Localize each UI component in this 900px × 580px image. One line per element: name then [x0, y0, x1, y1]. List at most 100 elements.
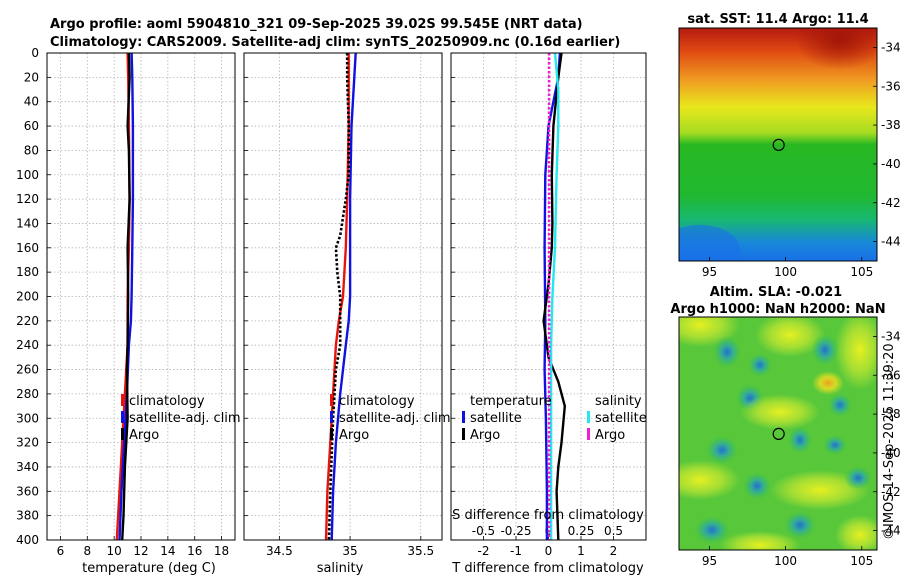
legend-temperature-title: temperature: [470, 394, 552, 409]
header-line-2: Climatology: CARS2009. Satellite-adj cli…: [50, 35, 620, 50]
legend-satellite: satellite-adj. clim: [129, 411, 241, 426]
legend-salinity-title: salinity: [595, 394, 642, 409]
legend-argo-swatch: [121, 428, 124, 440]
legend-s-satellite-swatch: [587, 411, 590, 423]
legend-t-satellite-swatch: [462, 411, 465, 423]
legend-argo-swatch: [330, 428, 333, 440]
salinity-profile-panel: 34.5 35 35.5: [243, 52, 443, 558]
sla-anomaly: [823, 435, 847, 455]
legend-climatology-swatch: [121, 394, 124, 406]
x-tick-label: 12: [133, 544, 148, 558]
sla-anomaly: [740, 394, 820, 430]
sla-anomaly: [748, 353, 772, 377]
x-tick-label: 14: [160, 544, 175, 558]
depth-tick-label: 180: [16, 265, 39, 279]
sla-map-subtitle: Argo h1000: NaN h2000: NaN: [670, 302, 885, 317]
x-tick-label: 35: [342, 544, 357, 558]
map-lon-label: 95: [702, 265, 717, 279]
sst-map: [679, 28, 877, 261]
depth-tick-label: 360: [16, 484, 39, 498]
map-lat-label: -44: [881, 235, 900, 249]
sla-anomaly: [679, 460, 740, 500]
depth-tick-label: 240: [16, 338, 39, 352]
sst-map-title: sat. SST: 11.4 Argo: 11.4: [687, 12, 868, 27]
series-temperature-satellite: [543, 52, 562, 540]
legend-argo: Argo: [339, 428, 369, 443]
depth-tick-label: 340: [16, 460, 39, 474]
salinity-legend: climatology satellite-adj. clim Argo: [330, 394, 451, 443]
sst-cold-patch: [679, 225, 740, 261]
sla-anomaly: [755, 317, 825, 357]
difference-legend: temperature satellite Argo salinity sate…: [462, 394, 647, 443]
temperature-xlabel: temperature (deg C): [82, 561, 216, 576]
x-tick-label: -1: [510, 544, 522, 558]
depth-tick-label: 220: [16, 314, 39, 328]
x-tick-label: 10: [107, 544, 122, 558]
series-satellite-adj-clim: [330, 52, 357, 541]
map-lon-label: 105: [850, 554, 873, 568]
x-tick-label: 0: [545, 544, 553, 558]
depth-tick-label: 140: [16, 216, 39, 230]
series-satellite-adj-clim: [118, 52, 135, 541]
sla-anomaly: [720, 531, 800, 550]
map-lat-label: -34: [881, 40, 900, 54]
legend-t-satellite: satellite: [470, 411, 522, 426]
sst-map-frame: [678, 27, 878, 262]
map-lat-label: -42: [881, 485, 900, 499]
header-line-1: Argo profile: aoml 5904810_321 09-Sep-20…: [50, 17, 583, 32]
salinity-xlabel: salinity: [317, 561, 364, 576]
depth-tick-label: 60: [24, 119, 39, 133]
x-tick-label: 8: [83, 544, 91, 558]
series-argo: [121, 52, 131, 541]
depth-tick-label: 100: [16, 168, 39, 182]
map-lat-label: -40: [881, 157, 900, 171]
map-lon-label: 95: [702, 554, 717, 568]
sla-map-frame: [678, 316, 878, 551]
map-lat-label: -40: [881, 446, 900, 460]
x-tick-label: 18: [214, 544, 229, 558]
legend-climatology-swatch: [330, 394, 333, 406]
argo-location-marker: [772, 427, 785, 440]
sla-anomaly: [835, 515, 877, 550]
s-difference-label: S difference from climatology: [452, 508, 644, 523]
legend-satellite-swatch: [330, 411, 333, 423]
sla-anomaly: [835, 317, 877, 390]
sla-anomaly: [788, 426, 812, 454]
sla-anomaly: [694, 516, 730, 544]
s-tick-label: -0.5: [472, 524, 495, 538]
depth-tick-label: 260: [16, 363, 39, 377]
series-argo: [327, 53, 351, 541]
legend-satellite-swatch: [121, 411, 124, 423]
temperature-legend: climatology satellite-adj. clim Argo: [121, 394, 241, 443]
s-tick-label: 0.25: [568, 524, 595, 538]
sla-anomaly: [828, 393, 852, 417]
map-lon-label: 105: [850, 265, 873, 279]
sla-anomaly: [812, 371, 844, 395]
depth-tick-label: 400: [16, 533, 39, 547]
legend-satellite: satellite-adj. clim: [339, 411, 451, 426]
s-tick-label: 0.5: [604, 524, 623, 538]
x-tick-label: 16: [187, 544, 202, 558]
x-tick-label: 35.5: [407, 544, 434, 558]
x-tick-label: 34.5: [266, 544, 293, 558]
legend-t-argo: Argo: [470, 428, 500, 443]
series-temperature-argo: [542, 52, 566, 541]
depth-tick-label: 20: [24, 70, 39, 84]
plot-frame: [243, 52, 443, 541]
map-lon-label: 100: [774, 554, 797, 568]
plot-frame: [450, 52, 647, 541]
depth-tick-label: 320: [16, 436, 39, 450]
map-lat-label: -42: [881, 196, 900, 210]
depth-tick-label: 200: [16, 290, 39, 304]
sla-anomaly: [706, 436, 738, 464]
legend-s-argo-swatch: [587, 428, 590, 440]
difference-profile-panel: -2 -1 0 1 2-0.5 -0.25 0 0.25 0.5: [450, 52, 647, 558]
sla-anomaly: [713, 336, 741, 368]
depth-tick-label: 80: [24, 143, 39, 157]
map-lon-label: 100: [774, 265, 797, 279]
sla-map-title: Altim. SLA: -0.021: [710, 285, 842, 300]
depth-axis: 0 20 40 60 80 100 120 140 160 180 200 220 240 260 280 3…: [16, 46, 39, 547]
map-lat-label: -44: [881, 524, 900, 538]
sla-anomaly-blobs: [679, 317, 877, 550]
sst-warm-patch: [795, 28, 877, 70]
